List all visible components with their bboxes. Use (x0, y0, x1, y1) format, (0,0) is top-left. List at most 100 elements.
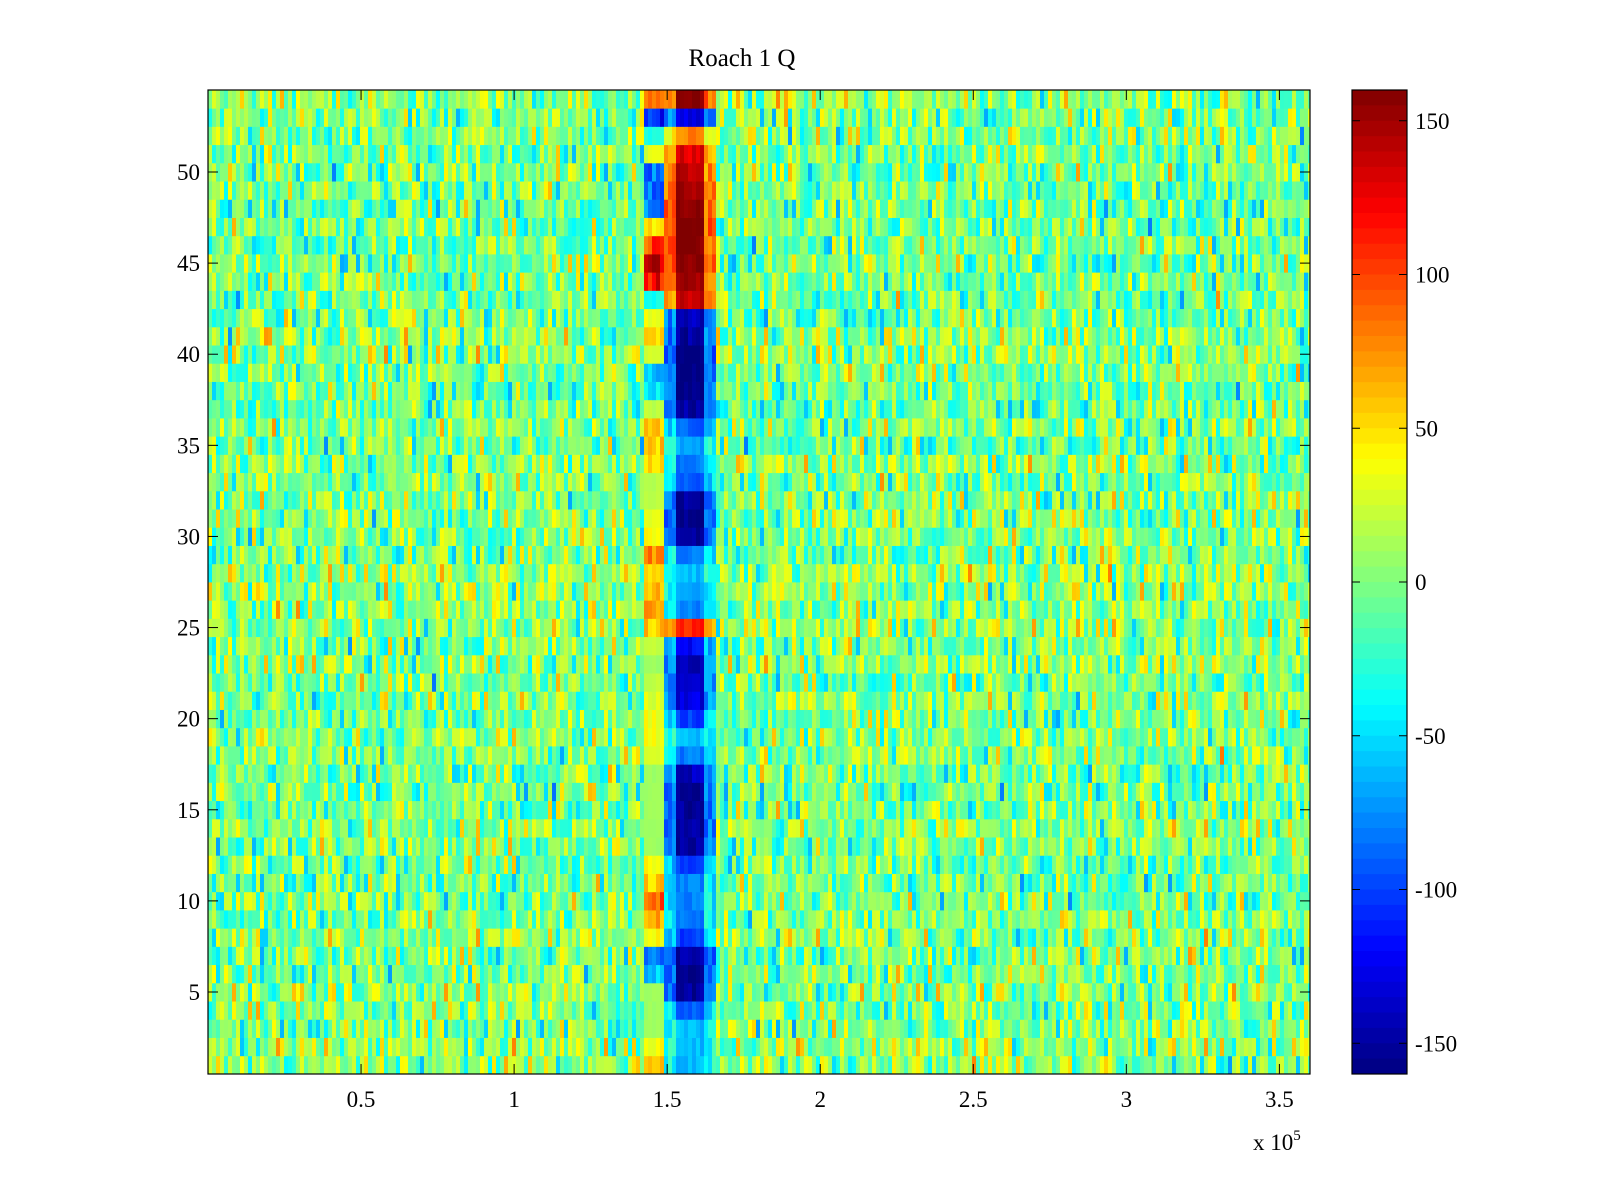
heatmap-row (208, 545, 1311, 565)
x-multiplier-exponent: 5 (1293, 1128, 1301, 1144)
heatmap-row (208, 691, 1311, 710)
colorbar-swatch (1352, 182, 1407, 199)
colorbar-swatch (1352, 582, 1407, 598)
colorbar-swatch (1352, 766, 1407, 783)
heatmap-row (208, 436, 1311, 455)
colorbar-swatch (1352, 366, 1407, 383)
colorbar-swatch (1352, 120, 1407, 137)
colorbar-swatch (1352, 858, 1407, 875)
colorbar-swatch (1352, 920, 1407, 937)
colorbar-swatch (1352, 274, 1407, 291)
heatmap-row (208, 326, 1311, 346)
colorbar-tick-label: -100 (1415, 878, 1457, 903)
colorbar-swatch (1352, 151, 1407, 168)
heatmap-row (208, 800, 1311, 820)
colorbar-swatch (1352, 658, 1407, 675)
heatmap-row (208, 673, 1311, 692)
x-tick-label: 1 (508, 1087, 520, 1112)
colorbar-swatch (1352, 382, 1407, 398)
x-tick-label: 3 (1121, 1087, 1133, 1112)
colorbar-swatch (1352, 751, 1407, 767)
colorbar (1352, 90, 1407, 1075)
colorbar-swatch (1352, 843, 1407, 860)
colorbar-swatch (1352, 735, 1407, 752)
colorbar-tick-label: -150 (1415, 1031, 1457, 1056)
x-tick-label: 2 (814, 1087, 826, 1112)
heatmap-row (208, 582, 1311, 601)
heatmap-row (208, 345, 1311, 364)
colorbar-swatch (1352, 428, 1407, 445)
heatmap-row (208, 709, 1311, 729)
heatmap-row (208, 363, 1311, 382)
y-tick-label: 50 (177, 160, 200, 185)
heatmap-row (208, 636, 1311, 656)
heatmap-row (208, 782, 1311, 802)
y-tick-label: 40 (177, 342, 200, 367)
colorbar-swatch (1352, 197, 1407, 214)
heatmap-row (208, 454, 1311, 474)
colorbar-swatch (1352, 397, 1407, 414)
colorbar-swatch (1352, 520, 1407, 537)
heatmap-row (208, 727, 1311, 747)
heatmap-row (208, 764, 1311, 783)
colorbar-swatch (1352, 136, 1407, 152)
colorbar-swatch (1352, 505, 1407, 521)
colorbar-swatch (1352, 1012, 1407, 1029)
heatmap-row (208, 126, 1311, 146)
heatmap-row (208, 181, 1311, 200)
heatmap-row (208, 746, 1311, 765)
colorbar-swatch (1352, 951, 1407, 967)
colorbar-swatch (1352, 597, 1407, 614)
colorbar-swatch (1352, 320, 1407, 337)
heatmap-row (208, 490, 1311, 510)
heatmap-row (208, 563, 1311, 583)
colorbar-swatch (1352, 889, 1407, 906)
heatmap-row (208, 162, 1311, 182)
heatmap-row (208, 199, 1311, 218)
heatmap-row (208, 527, 1311, 546)
y-tick-label: 10 (177, 889, 200, 914)
colorbar-swatch (1352, 981, 1407, 998)
chart-title: Roach 1 Q (689, 45, 796, 72)
colorbar-swatch (1352, 966, 1407, 983)
heatmap-row (208, 308, 1311, 328)
heatmap-row (208, 855, 1311, 874)
colorbar-swatch (1352, 1058, 1407, 1075)
y-tick-label: 30 (177, 524, 200, 549)
heatmap-row (208, 90, 1311, 109)
heatmap-row (208, 891, 1311, 911)
heatmap-row (208, 108, 1311, 127)
heatmap-row (208, 964, 1311, 984)
colorbar-swatch (1352, 674, 1407, 691)
colorbar-swatch (1352, 612, 1407, 629)
colorbar-swatch (1352, 412, 1407, 429)
heatmap-row (208, 982, 1311, 1002)
y-tick-label: 20 (177, 707, 200, 732)
y-tick-label: 15 (177, 798, 200, 823)
colorbar-swatch (1352, 228, 1407, 245)
colorbar-swatch (1352, 213, 1407, 229)
x-multiplier-base: x 10 (1253, 1130, 1293, 1155)
colorbar-tick-label: 100 (1415, 263, 1450, 288)
heatmap-row (208, 144, 1311, 164)
colorbar-swatch (1352, 997, 1407, 1013)
y-tick-label: 25 (177, 616, 200, 641)
colorbar-swatch (1352, 105, 1407, 122)
heatmap-row (208, 600, 1311, 619)
colorbar-tick-label: 150 (1415, 109, 1450, 134)
colorbar-swatch (1352, 828, 1407, 844)
heatmap-row (208, 254, 1311, 273)
colorbar-swatch (1352, 797, 1407, 814)
heatmap-row (208, 1037, 1311, 1057)
colorbar-swatch (1352, 535, 1407, 552)
colorbar-swatch (1352, 904, 1407, 921)
colorbar-swatch (1352, 459, 1407, 475)
colorbar-swatch (1352, 628, 1407, 644)
colorbar-swatch (1352, 689, 1407, 706)
heatmap-row (208, 1019, 1311, 1038)
colorbar-tick-label: 50 (1415, 416, 1438, 441)
colorbar-axis: -150 -100 -50 0 50 100 150 (1352, 109, 1457, 1056)
colorbar-swatch (1352, 243, 1407, 260)
heatmap-row (208, 1001, 1311, 1020)
colorbar-swatch (1352, 551, 1407, 568)
